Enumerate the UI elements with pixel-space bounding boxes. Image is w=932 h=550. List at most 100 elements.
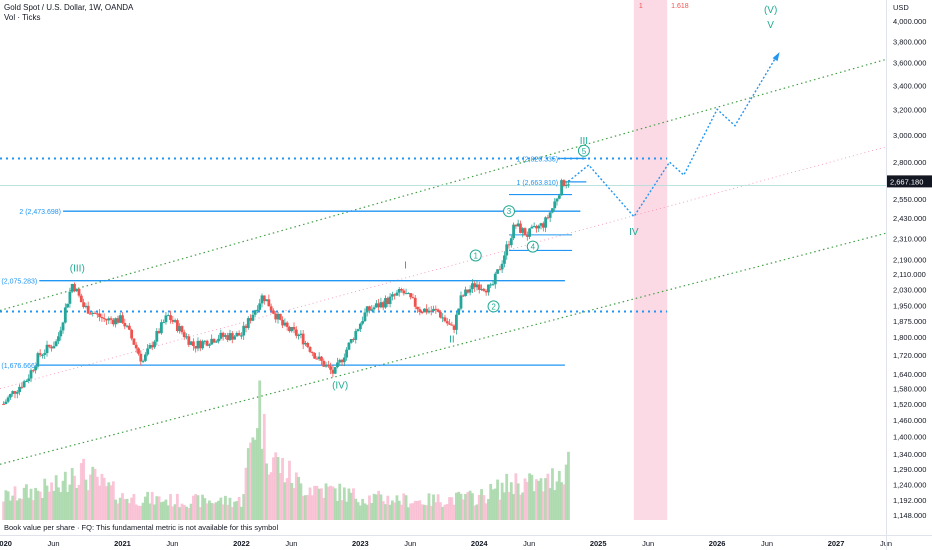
candle-body [349,339,353,343]
wave-label: (V) [764,5,777,16]
candle-body [63,307,67,323]
time-zone-label-end: 1.618 [671,3,689,10]
candle-body [336,362,339,368]
candle-body [448,323,451,325]
price-axis-tick: 1,192.000 [893,496,926,505]
candle-body [123,322,127,327]
volume-bar [274,452,278,520]
volume-bar [244,467,248,520]
wave-count-circle [526,240,539,253]
volume-bar [562,484,566,520]
candle-body [326,364,330,367]
volume-bar [317,488,321,520]
candle-body [137,348,140,354]
candle-body [329,366,333,370]
candle-body [157,331,161,334]
time-axis-divider [0,535,932,536]
volume-bar [98,485,102,520]
candle-body [461,295,465,297]
candle-body [544,217,547,228]
candle-body [519,223,522,233]
volume-bar [441,506,445,520]
candle-body [372,307,376,310]
candle-body [374,303,378,308]
volume-bar [521,492,525,520]
price-axis-tick: 1,640.000 [893,370,926,379]
volume-bar [208,500,211,520]
candle-body [313,352,317,359]
volume-bar [43,478,47,520]
volume-bar [425,505,429,520]
candle-body [166,315,170,317]
volume-bar [281,457,284,520]
candle-body [221,332,225,337]
candle-body [6,397,10,402]
volume-bar [514,473,518,520]
candle-body [471,283,474,290]
candle-body [210,338,214,345]
last-price-tag [887,175,932,188]
candle-body [189,341,193,345]
volume-bar [194,494,198,520]
candle-body [38,353,42,355]
volume-bar [336,500,339,520]
volume-bar [475,504,479,520]
candle-body [294,329,298,336]
volume-bar [370,503,374,520]
candle-body [198,340,202,349]
volume-bar [162,501,166,520]
volume-bar [361,498,365,520]
candle-body [567,184,570,186]
volume-bar [283,482,287,520]
candle-body [13,391,17,394]
fundamental-notice: Book value per share · FQ: This fundamen… [4,523,279,532]
volume-bar [100,473,104,520]
price-axis-tick: 3,200.000 [893,105,926,114]
candle-body [434,308,438,310]
candle-body [274,313,278,320]
volume-bar [4,490,8,520]
volume-bar [374,494,378,520]
candle-body [57,336,60,342]
price-axis-tick: 3,000.000 [893,131,926,140]
candle-body [22,381,26,388]
candle-body [208,344,211,346]
candle-body [347,342,351,350]
candle-body [187,336,191,345]
price-axis-tick: 1,148.000 [893,511,926,520]
candle-body [171,319,175,322]
candle-body [564,184,568,187]
volume-bar [381,501,385,520]
candle-body [503,255,506,264]
candle-body [498,269,502,271]
candle-body [457,308,461,315]
candle-body [146,348,150,355]
volume-bar [25,484,28,520]
candle-body [539,223,543,226]
candle-body [15,392,19,394]
volume-bar [148,503,152,520]
candle-body [395,292,399,296]
candle-body [370,309,374,311]
volume-bar [175,493,179,520]
candle-body [306,342,310,347]
candle-body [194,346,198,349]
candle-body [159,322,163,334]
volume-bar [41,497,44,520]
candle-body [541,223,545,228]
volume-bar [27,497,31,520]
time-zone-shade [633,0,668,520]
volume-bar [306,495,310,520]
volume-bar [535,479,538,520]
volume-bar [404,495,408,520]
projection-arrowhead [772,52,780,62]
candle-body [205,340,209,346]
volume-bar [320,488,323,520]
volume-bar [102,477,106,520]
candle-body [230,333,234,340]
price-axis-unit: USD [893,3,909,12]
candle-body [155,331,159,342]
volume-bar [111,481,115,520]
